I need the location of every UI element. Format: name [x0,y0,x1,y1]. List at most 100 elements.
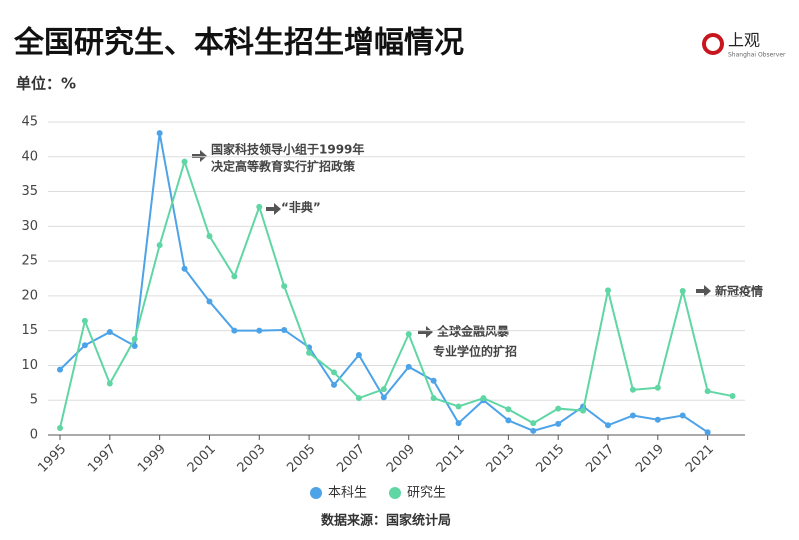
logo-icon [702,33,724,55]
y-tick-label: 25 [21,254,38,269]
x-tick-label: 2019 [633,442,667,476]
data-point [530,420,537,427]
data-point [654,384,661,391]
data-point [530,427,537,434]
data-point [57,366,63,373]
data-point [405,331,412,338]
data-point [380,386,387,393]
data-point [106,380,113,387]
data-point [256,327,263,334]
legend-marker [310,487,322,499]
x-tick-label: 1999 [135,442,169,476]
data-point [455,403,462,410]
data-point [679,288,686,295]
data-point [555,420,562,427]
data-point [729,393,736,400]
data-point [679,412,686,419]
x-tick-label: 2017 [583,442,617,476]
y-axis-label: 单位：% [16,75,76,93]
data-point [480,395,487,402]
data-point [380,394,387,401]
x-tick-label: 2005 [284,442,318,476]
source: 数据来源：国家统计局 [321,513,451,529]
annotation: 国家科技领导小组于1999年 决定高等教育实行扩招政策 “非典” 全球金融风暴 … [192,142,763,359]
data-point [106,329,113,336]
logo-name: 上观 [728,31,760,50]
data-point [505,417,512,424]
data-point [654,416,661,423]
x-tick-label: 2007 [334,442,368,476]
x-tick-label: 2001 [185,442,219,476]
data-point [281,283,288,290]
data-point [131,342,138,349]
data-point [505,406,512,413]
arrow [266,203,281,215]
y-tick-label: 10 [21,358,38,373]
y-tick-label: 15 [21,323,38,338]
data-point [231,273,238,280]
x-tick-label: 2021 [683,442,717,476]
x-tick-label: 1997 [85,442,119,476]
annotation-text: 专业学位的扩招 [433,344,517,359]
annotation-text: “非典” [281,200,321,215]
data-point [231,327,238,334]
data-point [206,298,213,305]
data-point [629,386,636,393]
data-point [331,369,337,376]
y-tick-label: 20 [21,288,38,303]
x-tick-label: 2013 [484,442,518,476]
data-point [57,425,63,432]
data-point [405,363,412,370]
data-point [206,233,213,240]
legend-marker [389,487,401,499]
data-point [555,405,562,412]
data-point [81,317,88,324]
arrow [696,285,711,297]
data-point [455,420,462,427]
data-point [181,265,188,272]
data-point [430,377,437,384]
data-point [355,352,362,359]
data-point [605,422,611,429]
data-point [131,336,138,343]
data-point [355,395,362,402]
legend-label: 研究生 [407,486,446,501]
x-tick-label: 2015 [533,442,567,476]
series-line [59,158,733,429]
data-point [281,326,288,333]
data-point [256,203,263,210]
logo: 上观 Shanghai Observer [702,31,786,59]
data-point [580,407,587,414]
data-point [81,342,88,349]
x-tick-label: 2009 [384,442,418,476]
legend-label: 本科生 [328,486,367,501]
x-tick-label: 2011 [434,442,468,476]
logo-subtitle: Shanghai Observer [728,52,786,59]
arrow [192,150,207,162]
y-tick-label: 0 [30,428,38,443]
data-point [156,242,163,249]
annotation-text: 新冠疫情 [715,284,763,299]
data-point [704,388,711,395]
x-tick-label: 2003 [235,442,269,476]
y-tick-label: 30 [21,219,38,234]
data-point [331,381,337,388]
data-point [704,429,711,436]
arrow [418,326,433,338]
data-point [181,158,188,165]
y-tick-label: 5 [30,393,38,408]
y-tick-label: 35 [21,184,38,199]
annotation-text: 决定高等教育实行扩招政策 [211,159,356,174]
y-tick-label: 45 [21,115,38,130]
annotation-text: 国家科技领导小组于1999年 [211,142,364,157]
data-point [156,130,163,137]
y-tick-label: 40 [21,149,38,164]
data-point [306,349,313,356]
data-point [605,287,611,294]
data-point [629,412,636,419]
chart-title: 全国研究生、本科生招生增幅情况 [13,26,464,61]
x-tick-label: 1995 [35,442,69,476]
data-point [430,395,437,402]
